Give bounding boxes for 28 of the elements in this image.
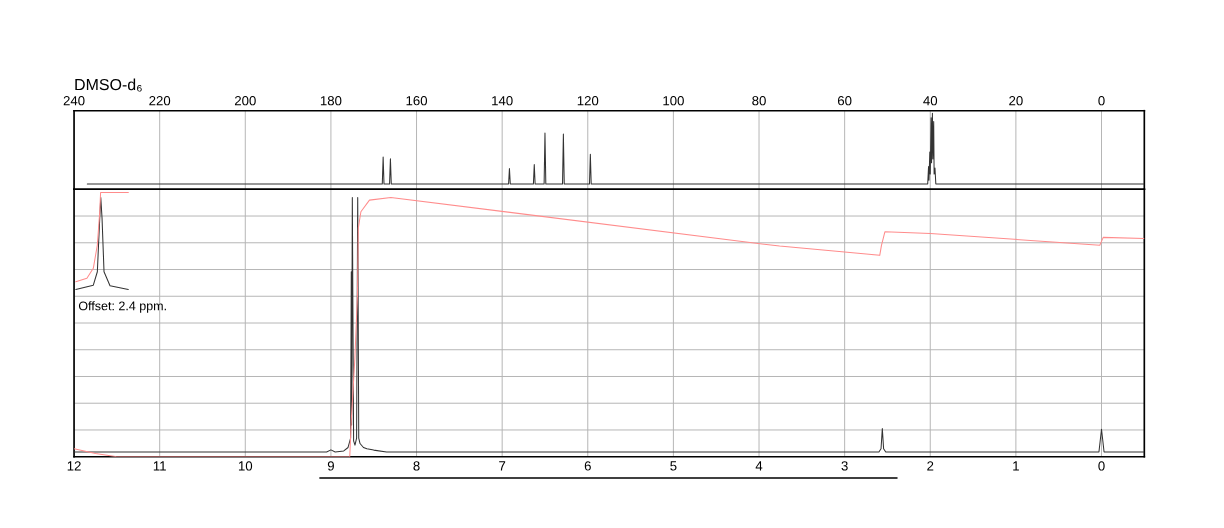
x-tick-label: 6 xyxy=(584,461,591,471)
x-tick-label: 200 xyxy=(234,95,256,106)
x-tick-label: 140 xyxy=(492,95,513,106)
x-tick-label: 11 xyxy=(153,461,166,471)
x-tick-label: 60 xyxy=(837,95,852,106)
x-tick-label: 120 xyxy=(577,95,599,106)
x-tick-label: 220 xyxy=(149,95,171,106)
x-tick-label: 12 xyxy=(67,461,81,471)
x-tick-label: 0 xyxy=(1098,461,1105,471)
x-tick-label: 5 xyxy=(670,461,677,471)
x-tick-label: 160 xyxy=(406,95,428,106)
x-tick-label: 180 xyxy=(320,95,342,106)
x-tick-label: 240 xyxy=(63,95,85,106)
x-tick-label: 10 xyxy=(238,461,253,471)
x-tick-label: 3 xyxy=(841,461,848,471)
x-tick-label: 9 xyxy=(327,461,334,471)
x-tick-label: 8 xyxy=(413,461,420,471)
x-tick-label: 100 xyxy=(663,95,684,106)
x-tick-label: 0 xyxy=(1098,95,1105,106)
x-tick-label: 20 xyxy=(1009,95,1023,106)
x-tick-label: 1 xyxy=(1013,461,1019,471)
annotation: Offset: 2.4 ppm. xyxy=(78,301,166,313)
x-tick-label: 40 xyxy=(923,95,938,106)
x-tick-label: 2 xyxy=(927,461,934,471)
x-tick-label: 7 xyxy=(499,461,506,471)
x-tick-label: 4 xyxy=(755,461,763,471)
chart-title: DMSO-d₆ xyxy=(75,78,142,92)
x-tick-label: 80 xyxy=(752,95,766,106)
